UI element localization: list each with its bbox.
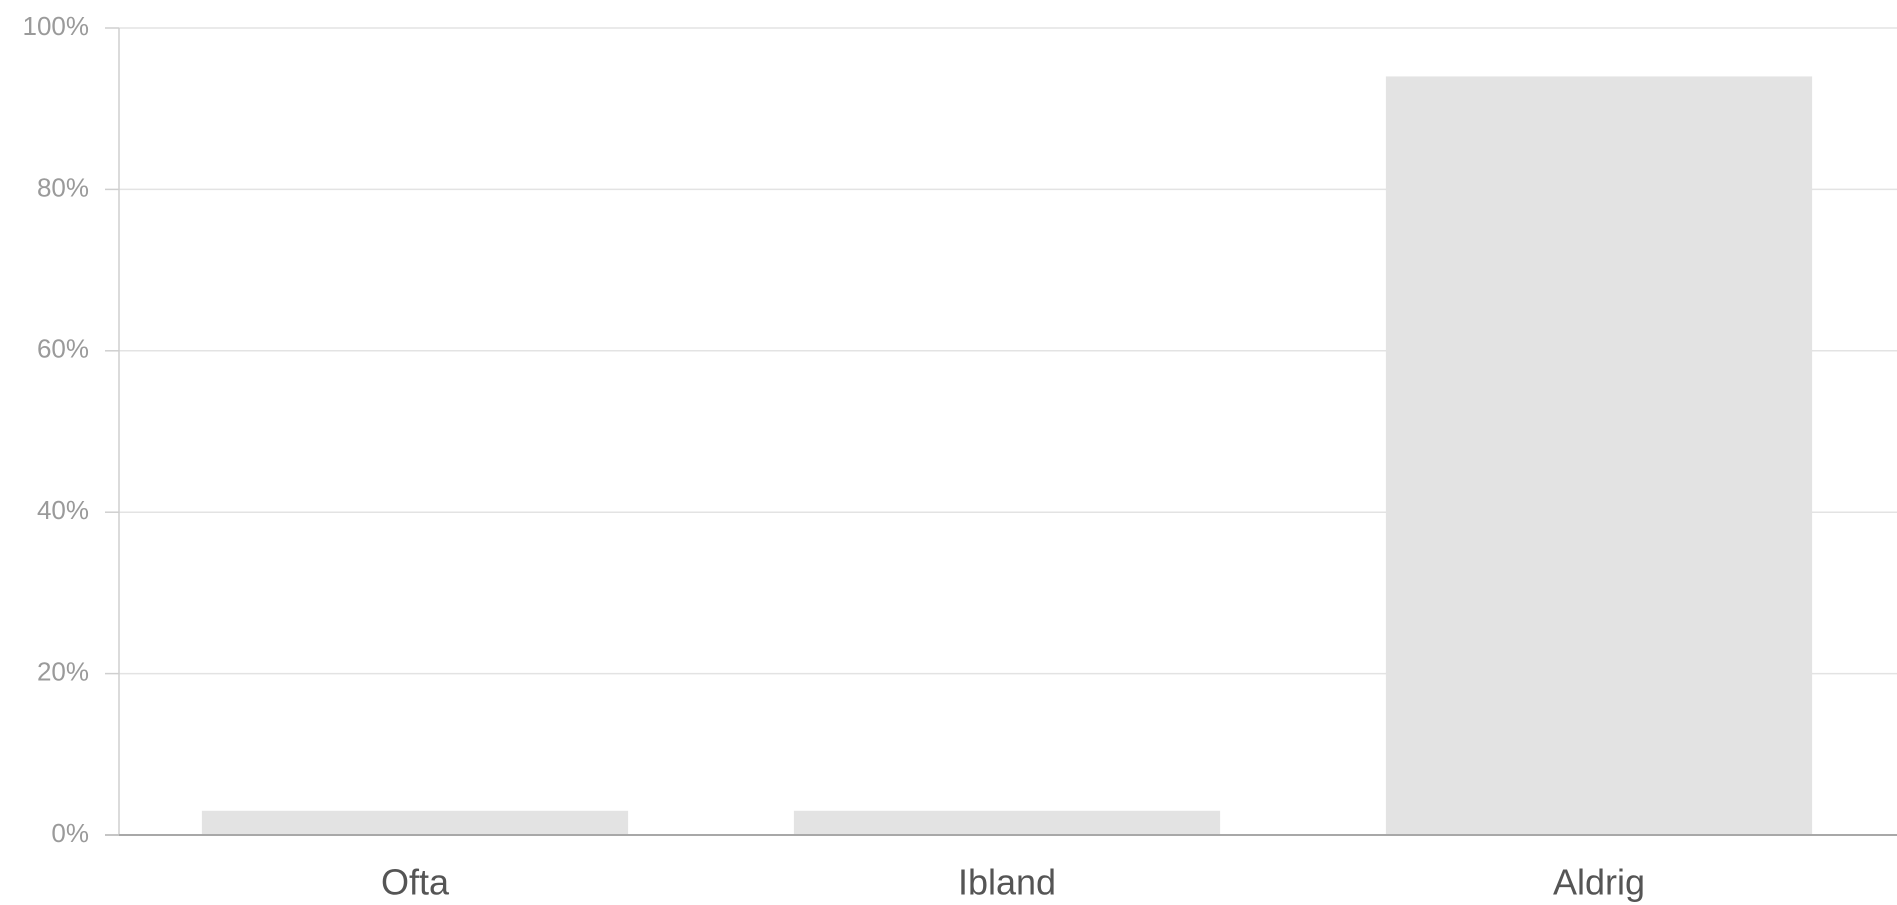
y-tick-label: 80% [37, 172, 89, 202]
y-tick-label: 100% [23, 11, 90, 41]
y-tick-label: 20% [37, 656, 89, 686]
x-axis-ticks: Ofta Ibland Aldrig [381, 862, 1645, 903]
bar-ibland [793, 810, 1221, 835]
x-tick-label: Ibland [958, 862, 1056, 903]
bars [201, 76, 1813, 836]
y-axis-ticks: 0% 20% 40% 60% 80% 100% [23, 11, 119, 848]
x-tick-label: Aldrig [1553, 862, 1645, 903]
bar-ofta [201, 810, 629, 835]
y-tick-label: 40% [37, 495, 89, 525]
bar-aldrig [1385, 76, 1813, 836]
x-tick-label: Ofta [381, 862, 450, 903]
y-tick-label: 60% [37, 334, 89, 364]
y-tick-label: 0% [51, 818, 89, 848]
axes [105, 28, 1897, 836]
